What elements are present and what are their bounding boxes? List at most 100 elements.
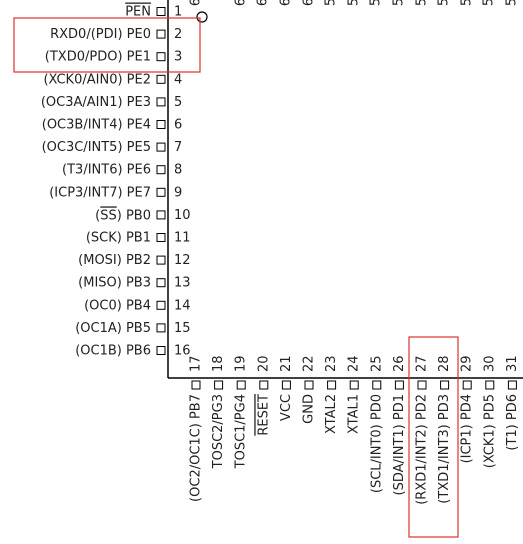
pin-pad: [349, 380, 359, 390]
pin-number: 18: [211, 355, 226, 372]
pin-label: (TXD1/INT3) PD3: [437, 394, 452, 504]
pin-label: (MOSI) PB2: [78, 253, 151, 268]
pin-pad: [156, 346, 166, 355]
pin-pad: [156, 97, 166, 107]
pin-label: TOSC2/PG3: [211, 394, 226, 469]
pin-pad: [417, 380, 427, 390]
pin-pad: [327, 380, 337, 390]
pin-pad: [485, 380, 495, 390]
pin-number: 24: [347, 355, 362, 372]
pin-label: (SDA/INT1) PD1: [392, 394, 407, 495]
pin-number: 9: [174, 185, 182, 200]
pin-label: (OC0) PB4: [84, 298, 151, 313]
pin-label: (SCK) PB1: [86, 231, 151, 246]
pin-pad: [156, 7, 166, 16]
pin-number-fragment: 5: [437, 0, 452, 6]
pin-number: 16: [174, 344, 191, 359]
pin-number: 28: [437, 355, 452, 372]
pin-number-fragment: 5: [324, 0, 339, 6]
pin-number: 12: [174, 253, 191, 268]
pin-pad: [156, 165, 166, 175]
pin-pad: [304, 380, 314, 390]
pin-number: 31: [505, 355, 520, 372]
pin-number-fragment: 5: [415, 0, 430, 6]
pin-number: 1: [174, 5, 182, 20]
pin-label: (OC3A/AIN1) PE3: [41, 95, 151, 110]
pin-pad: [507, 380, 517, 390]
pin-label: VCC: [279, 394, 294, 421]
pin-number: 21: [279, 355, 294, 372]
pin-pad: [372, 380, 382, 390]
pin-pad: [156, 210, 166, 220]
highlight-box: [13, 17, 201, 73]
pin-label: XTAL1: [347, 394, 362, 434]
pin-pad: [156, 74, 166, 84]
pin1-marker: [196, 11, 208, 23]
pin-number-fragment: 6: [234, 0, 249, 6]
pin-number-fragment: 6: [256, 0, 271, 6]
pin-pad: [156, 120, 166, 129]
pin-number-fragment: 5: [505, 0, 520, 6]
pin-pad: [156, 142, 166, 152]
pin-label-part: ) PB0: [117, 208, 151, 223]
pin-pad: [191, 380, 201, 390]
pin-label: (OC3C/INT5) PE5: [42, 140, 151, 155]
pin-label: (TXD0/PDO) PE1: [45, 50, 151, 65]
pin-pad: [156, 300, 166, 310]
highlight-box: [408, 336, 459, 538]
pin-number: 22: [302, 355, 317, 372]
pin-pad: [156, 187, 166, 197]
pin-number: 13: [174, 276, 191, 291]
pin-number: 5: [174, 95, 182, 110]
pin-label-part: (: [95, 208, 100, 223]
pin-pad: [156, 29, 166, 39]
pin-number-fragment: 5: [369, 0, 384, 6]
pin-label: (T3/INT6) PE6: [62, 163, 151, 178]
pin-number: 11: [174, 231, 191, 246]
pin-label: PEN: [125, 5, 151, 20]
pin-number: 7: [174, 140, 182, 155]
pin-number: 23: [324, 355, 339, 372]
pin-number-fragment: 5: [460, 0, 475, 6]
pin-label: (ICP3/INT7) PE7: [49, 185, 151, 200]
pin-number-fragment: 5: [347, 0, 362, 6]
pin-label: (SCL/INT0) PD0: [369, 394, 384, 493]
pin-pad: [156, 233, 166, 242]
pin-pad: [281, 380, 291, 390]
pin-pad: [156, 255, 166, 265]
pin-label: (T1) PD6: [505, 394, 520, 451]
pin-number-fragment: 6: [302, 0, 317, 6]
pin-label: (ICP1) PD4: [460, 394, 475, 463]
pin-number: 25: [369, 355, 384, 372]
pin-label: RESET: [256, 394, 271, 436]
pin-label: (MISO) PB3: [78, 276, 151, 291]
pin-number: 14: [174, 298, 191, 313]
pin-number: 6: [174, 118, 182, 133]
pin-number: 8: [174, 163, 182, 178]
pin-pad: [440, 380, 450, 390]
pin-number: 2: [174, 27, 182, 42]
pin-label: (OC2/OC1C) PB7: [189, 394, 204, 502]
pin-pad: [214, 380, 224, 390]
pin-label-part: SS: [100, 208, 117, 223]
pin-number: 29: [460, 355, 475, 372]
pin-label: XTAL2: [324, 394, 339, 434]
pin-pad: [394, 380, 404, 390]
pin-number: 3: [174, 50, 182, 65]
pin-label: (OC1A) PB5: [75, 321, 151, 336]
pin-number-fragment: 6: [279, 0, 294, 6]
pin-pad: [259, 380, 269, 390]
pin-label: GND: [302, 394, 317, 424]
pin-pad: [156, 278, 166, 288]
pin-number: 4: [174, 72, 182, 87]
pin-number-fragment: 6: [189, 0, 204, 6]
pin-number: 30: [482, 355, 497, 372]
pin-label: (SS) PB0: [95, 208, 151, 223]
pin-pad: [236, 380, 246, 390]
pin-label: (OC3B/INT4) PE4: [42, 118, 151, 133]
pin-number-fragment: 5: [392, 0, 407, 6]
pin-number: 17: [189, 355, 204, 372]
pin-number: 15: [174, 321, 191, 336]
pin-number: 26: [392, 355, 407, 372]
